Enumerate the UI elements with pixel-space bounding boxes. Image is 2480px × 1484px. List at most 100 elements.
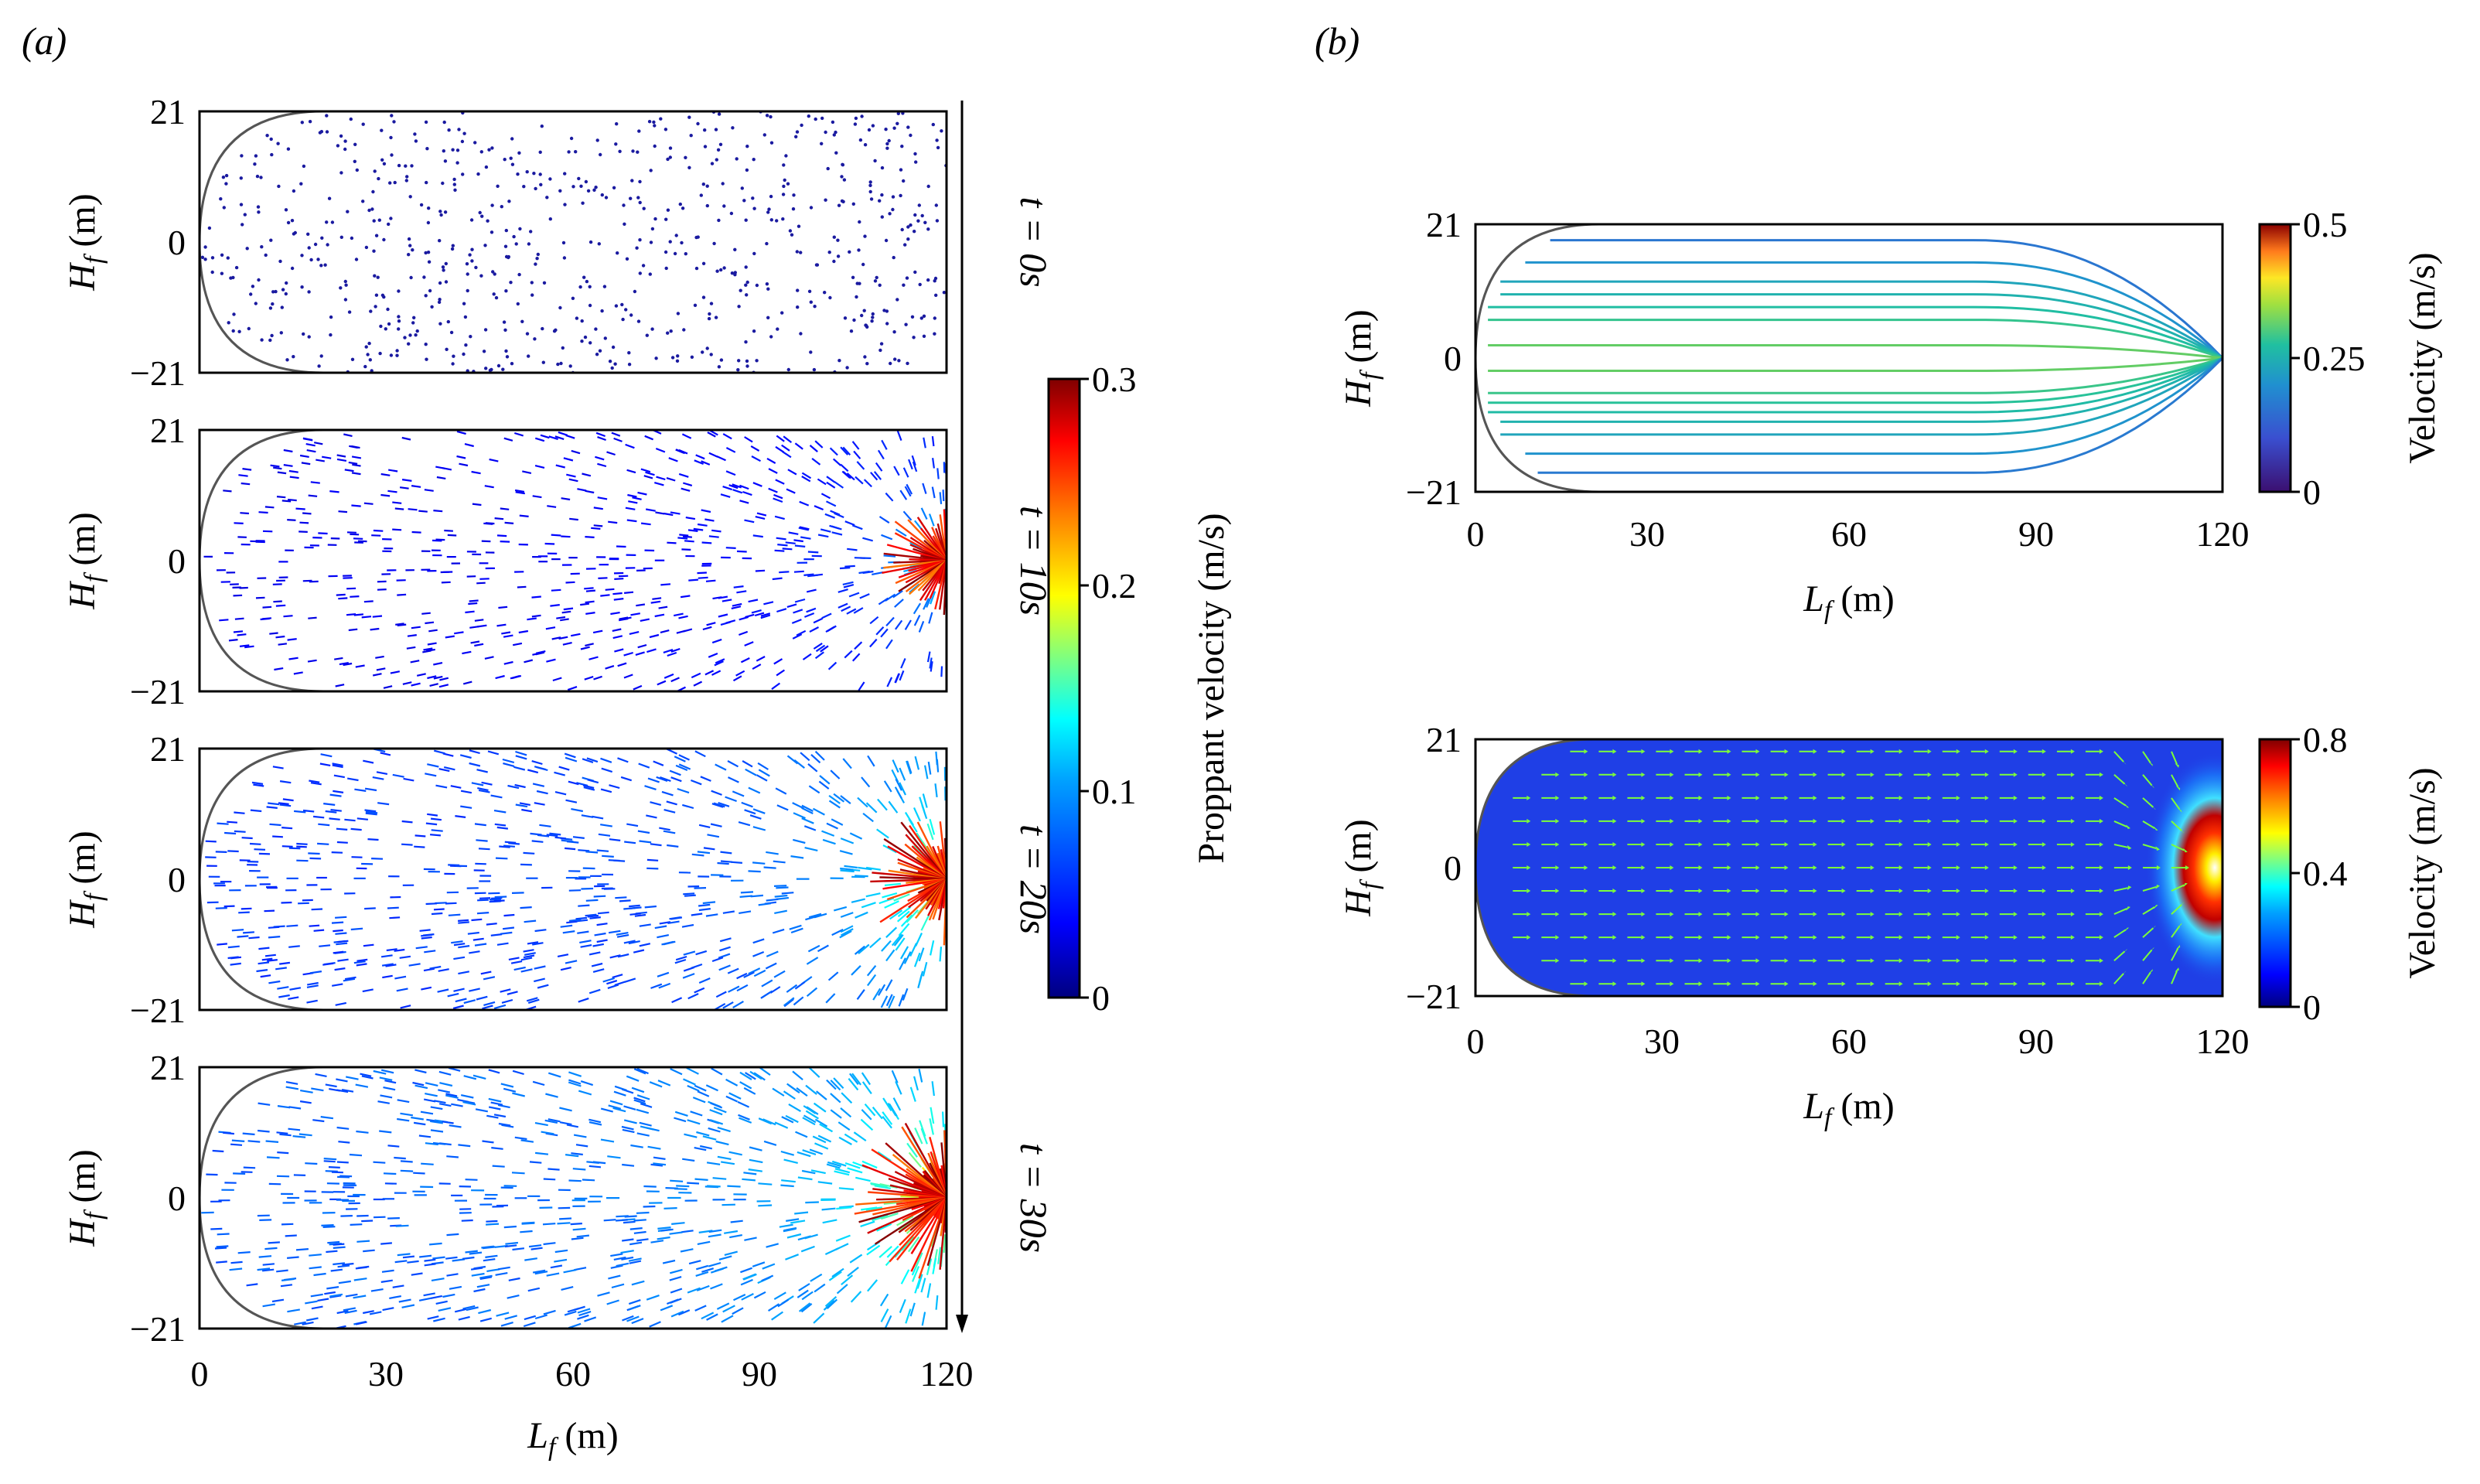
proppant-velocity-vector	[708, 652, 718, 658]
proppant-velocity-vector	[708, 1261, 721, 1267]
proppant-velocity-vector	[496, 826, 509, 830]
proppant-velocity-vector	[682, 482, 693, 486]
proppant-velocity-vector	[812, 1135, 827, 1144]
proppant-velocity-vector	[356, 1130, 369, 1134]
proppant-velocity-vector	[362, 988, 374, 993]
proppant-velocity-vector	[738, 821, 751, 827]
proppant-particle	[730, 271, 735, 275]
velocity-arrow-head	[1670, 818, 1674, 824]
proppant-velocity-vector	[356, 1240, 370, 1243]
velocity-arrow-head	[2042, 889, 2046, 893]
plot-frame	[198, 110, 948, 374]
velocity-arrow	[1913, 865, 1932, 870]
proppant-particle	[517, 272, 521, 277]
proppant-velocity-vector	[758, 902, 771, 906]
proppant-particle	[875, 275, 878, 280]
proppant-velocity-vector	[466, 1306, 479, 1312]
proppant-velocity-vector	[882, 1097, 892, 1111]
proppant-particle	[540, 125, 544, 128]
proppant-particle	[733, 273, 737, 277]
proppant-velocity-vector	[540, 434, 550, 439]
proppant-velocity-vector	[796, 629, 807, 636]
proppant-particle	[892, 255, 895, 260]
proppant-velocity-vector	[600, 788, 612, 793]
proppant-velocity-vector	[719, 937, 732, 943]
proppant-velocity-vector	[904, 811, 915, 826]
proppant-velocity-vector	[331, 1171, 343, 1174]
y-tick-label-top: 21	[150, 92, 186, 131]
proppant-particle	[714, 316, 718, 319]
y-tick-label-bottom: −21	[1406, 472, 1462, 512]
proppant-velocity-vector	[523, 949, 534, 953]
velocity-arrow	[1656, 889, 1674, 893]
proppant-velocity-vector	[812, 807, 825, 816]
proppant-particle	[900, 227, 904, 232]
colorbar-tick-label: 0.5	[2303, 205, 2348, 244]
velocity-arrow-head	[2042, 842, 2046, 847]
proppant-velocity-vector	[674, 1117, 687, 1123]
proppant-velocity-vector	[265, 1140, 279, 1143]
proppant-velocity-vector	[387, 906, 399, 909]
proppant-velocity-vector	[748, 967, 761, 975]
proppant-velocity-vector	[494, 517, 504, 520]
proppant-velocity-vector	[801, 476, 811, 483]
proppant-velocity-vector	[478, 1308, 492, 1315]
velocity-arrow-head	[1870, 912, 1874, 917]
proppant-velocity-vector	[555, 464, 565, 469]
proppant-velocity-vector	[650, 1240, 664, 1243]
proppant-velocity-vector	[336, 1126, 350, 1130]
proppant-velocity-vector	[462, 650, 472, 655]
velocity-arrow-head	[1898, 981, 1903, 987]
proppant-velocity-vector	[424, 950, 436, 954]
proppant-particle	[843, 316, 848, 320]
proppant-particle	[613, 362, 617, 366]
proppant-velocity-vector	[830, 1109, 842, 1119]
velocity-arrow-head	[1527, 912, 1531, 917]
proppant-velocity-vector	[580, 602, 590, 606]
proppant-velocity-vector	[476, 769, 488, 773]
velocity-arrow	[2142, 774, 2154, 789]
proppant-velocity-vector	[691, 963, 703, 969]
proppant-velocity-vector	[500, 541, 510, 543]
proppant-particle	[882, 309, 886, 312]
proppant-velocity-vector	[532, 652, 542, 656]
proppant-velocity-vector	[353, 613, 363, 616]
proppant-velocity-vector	[351, 445, 360, 449]
proppant-velocity-vector	[343, 662, 353, 667]
proppant-velocity-vector	[258, 961, 270, 965]
proppant-velocity-vector	[551, 534, 561, 537]
proppant-particle	[240, 223, 244, 227]
velocity-arrow-head	[1755, 795, 1760, 800]
proppant-velocity-vector	[701, 541, 712, 544]
proppant-velocity-vector	[430, 1120, 443, 1124]
proppant-velocity-vector	[728, 1092, 742, 1100]
velocity-arrow	[1513, 889, 1531, 893]
proppant-velocity-vector	[893, 893, 910, 902]
proppant-velocity-vector	[606, 980, 618, 985]
proppant-velocity-vector	[469, 1251, 483, 1255]
velocity-arrow	[1684, 912, 1703, 917]
proppant-velocity-vector	[306, 449, 316, 453]
proppant-particle	[387, 222, 391, 227]
proppant-velocity-vector	[563, 607, 574, 611]
proppant-velocity-vector	[631, 1280, 645, 1286]
proppant-velocity-vector	[370, 1288, 384, 1292]
proppant-velocity-vector	[242, 468, 252, 471]
velocity-arrow-shaft	[2142, 844, 2157, 850]
proppant-velocity-vector	[729, 1234, 742, 1239]
proppant-velocity-vector	[475, 1108, 489, 1113]
proppant-velocity-vector	[844, 520, 855, 527]
proppant-velocity-vector	[668, 457, 678, 462]
proppant-velocity-vector	[831, 818, 844, 826]
proppant-velocity-vector	[810, 1273, 823, 1282]
proppant-velocity-vector	[347, 777, 359, 782]
proppant-velocity-vector	[322, 455, 332, 459]
proppant-velocity-vector	[498, 1122, 511, 1127]
proppant-velocity-vector	[680, 1248, 694, 1253]
proppant-velocity-vector	[798, 1283, 810, 1291]
proppant-velocity-vector	[804, 1233, 818, 1240]
proppant-velocity-vector	[898, 994, 905, 1007]
proppant-particle	[899, 168, 903, 172]
proppant-velocity-vector	[623, 1119, 637, 1124]
proppant-velocity-vector	[694, 1178, 708, 1181]
